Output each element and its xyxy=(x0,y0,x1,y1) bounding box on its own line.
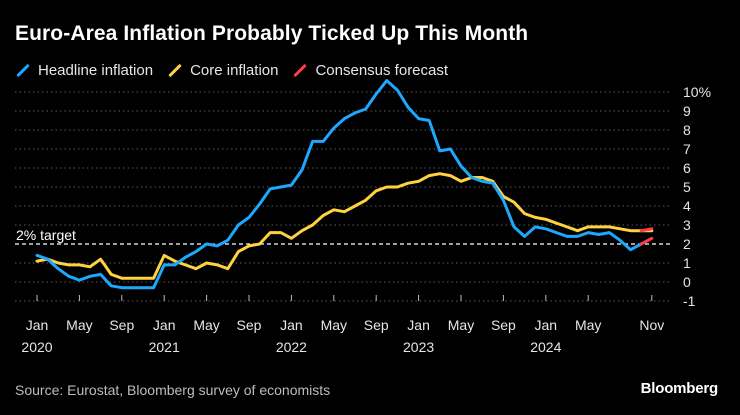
x-tick-label: Jan xyxy=(26,317,49,333)
x-tick-year-label: 2022 xyxy=(276,339,307,355)
x-tick-label: Jan xyxy=(407,317,430,333)
legend-label-consensus: Consensus forecast xyxy=(315,62,449,79)
bloomberg-logo: Bloomberg xyxy=(640,380,719,397)
y-tick-label: 1 xyxy=(683,255,691,271)
legend-label-core: Core inflation xyxy=(190,62,279,79)
legend-item-consensus: Consensus forecast xyxy=(292,62,448,79)
legend-label-headline: Headline inflation xyxy=(38,62,154,79)
x-tick-year-label: 2024 xyxy=(530,339,561,355)
y-tick-label: 2 xyxy=(683,236,691,252)
headline-inflation-line xyxy=(35,79,643,290)
legend-item-core: Core inflation xyxy=(167,62,278,79)
x-tick-label: May xyxy=(575,317,601,333)
x-tick-label: Nov xyxy=(639,317,664,333)
y-tick-label: 6 xyxy=(683,160,691,176)
chart-title: Euro-Area Inflation Probably Ticked Up T… xyxy=(15,22,529,45)
x-tick-label: May xyxy=(448,317,474,333)
y-tick-label: 8 xyxy=(683,122,691,138)
x-tick-label: May xyxy=(66,317,92,333)
x-tick-label: Sep xyxy=(237,317,262,333)
y-tick-label: 4 xyxy=(683,198,691,214)
x-tick-label: Sep xyxy=(491,317,516,333)
x-tick-year-label: 2021 xyxy=(149,339,180,355)
core-inflation-line xyxy=(35,172,654,280)
x-tick-year-label: 2020 xyxy=(21,339,52,355)
x-tick-label: May xyxy=(193,317,219,333)
y-tick-label: 9 xyxy=(683,103,691,119)
y-tick-label: 3 xyxy=(683,217,691,233)
y-tick-label: 7 xyxy=(683,141,691,157)
x-tick-label: Jan xyxy=(280,317,303,333)
consensus-forecast-line xyxy=(639,236,654,246)
y-tick-label: 0 xyxy=(683,274,691,290)
x-tick-label: Jan xyxy=(153,317,176,333)
chart-legend: Headline inflation Core inflation Consen… xyxy=(15,62,462,79)
x-tick-label: Jan xyxy=(535,317,558,333)
consensus-forecast-line xyxy=(639,227,654,233)
target-reference-label: 2% target xyxy=(16,227,76,243)
legend-item-headline: Headline inflation xyxy=(15,62,153,79)
y-tick-label: -1 xyxy=(683,293,696,309)
y-tick-label: 5 xyxy=(683,179,691,195)
x-tick-label: Sep xyxy=(109,317,134,333)
x-tick-label: Sep xyxy=(364,317,389,333)
source-note: Source: Eurostat, Bloomberg survey of ec… xyxy=(15,382,331,398)
y-tick-label: 10% xyxy=(683,84,711,100)
x-tick-label: May xyxy=(321,317,347,333)
x-tick-year-label: 2023 xyxy=(403,339,434,355)
